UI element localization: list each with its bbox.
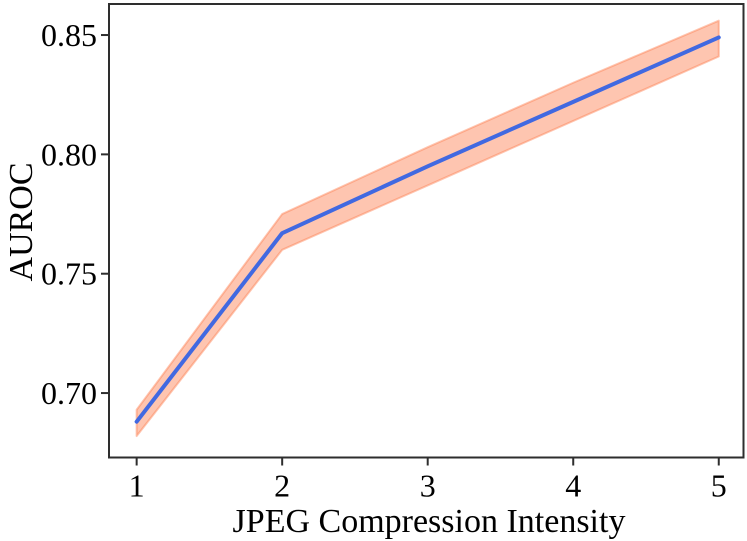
y-axis-label: AUROC	[3, 162, 40, 282]
confidence-band	[135, 19, 720, 438]
y-tick-label: 0.70	[41, 375, 97, 411]
x-tick-label: 4	[565, 468, 581, 504]
x-tick-label: 3	[420, 468, 436, 504]
y-tick-label: 0.75	[41, 256, 97, 292]
plot-frame	[108, 3, 745, 459]
x-tick-label: 1	[129, 468, 145, 504]
x-tick-label: 2	[274, 468, 290, 504]
x-tick-label: 5	[711, 468, 727, 504]
y-tick-label: 0.80	[41, 136, 97, 172]
y-tick-label: 0.85	[41, 17, 97, 53]
x-axis-label: JPEG Compression Intensity	[232, 503, 626, 540]
mean-line	[134, 35, 721, 424]
